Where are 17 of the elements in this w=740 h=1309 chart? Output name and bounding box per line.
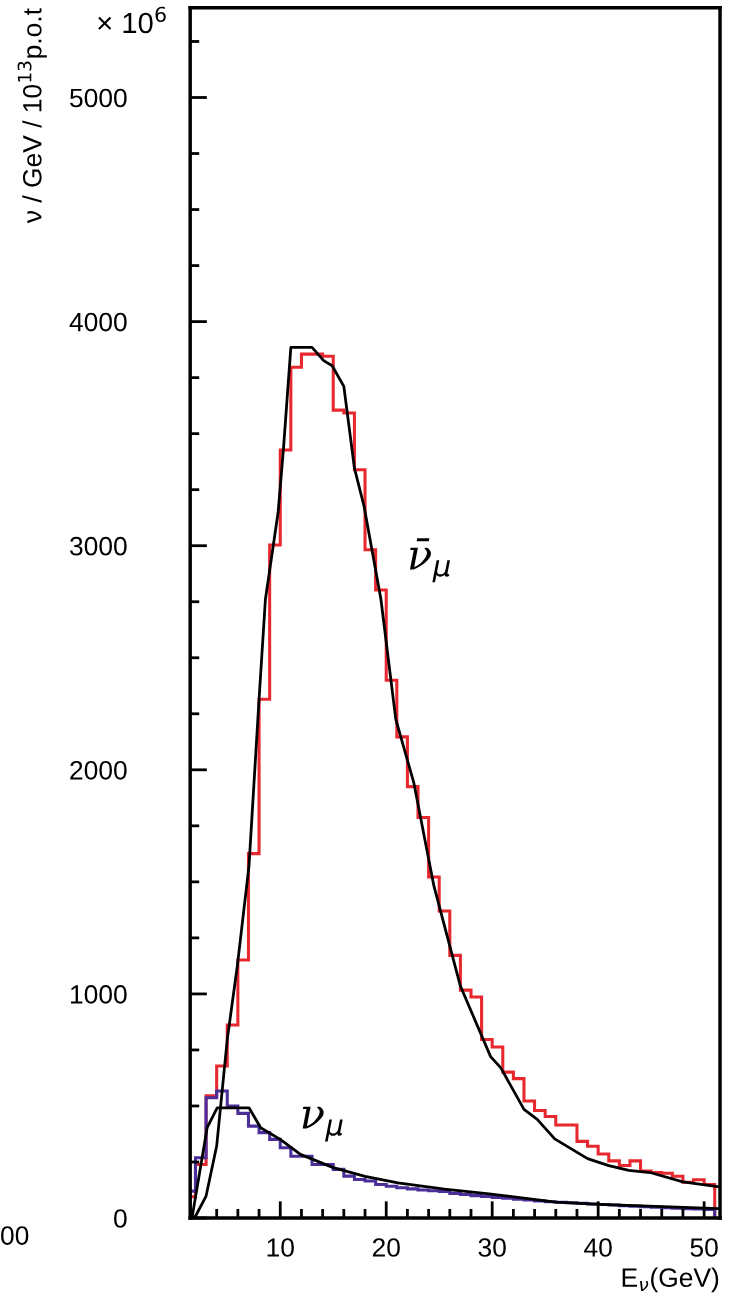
y-tick-label: 4000 (69, 312, 127, 332)
text: × 10$^{6}$ (98, 6, 166, 34)
y-tick-label: 1000 (70, 985, 127, 1004)
x-axis-title: E$_{ν}$(GeV) (622, 1267, 719, 1293)
y-tick-label: 3000 (69, 536, 127, 556)
y-tick-label: 2000 (70, 760, 127, 780)
text: 00 (1, 1226, 29, 1245)
y-tick-label: 5000 (70, 88, 127, 108)
x-tick-label: 10 (267, 1238, 294, 1257)
annotation: ν̄$_{μ}$ (409, 538, 450, 583)
y-tick-label: 0 (114, 1209, 127, 1228)
x-tick-label: 40 (584, 1238, 612, 1257)
x-tick-label: 50 (690, 1238, 718, 1257)
y-axis-title: ν / GeV / 10$^{13}$p.o.t (17, 8, 47, 224)
x-tick-label: 20 (372, 1238, 400, 1257)
x-tick-label: 30 (478, 1238, 506, 1257)
annotation: ν$_{μ}$ (302, 1106, 343, 1142)
